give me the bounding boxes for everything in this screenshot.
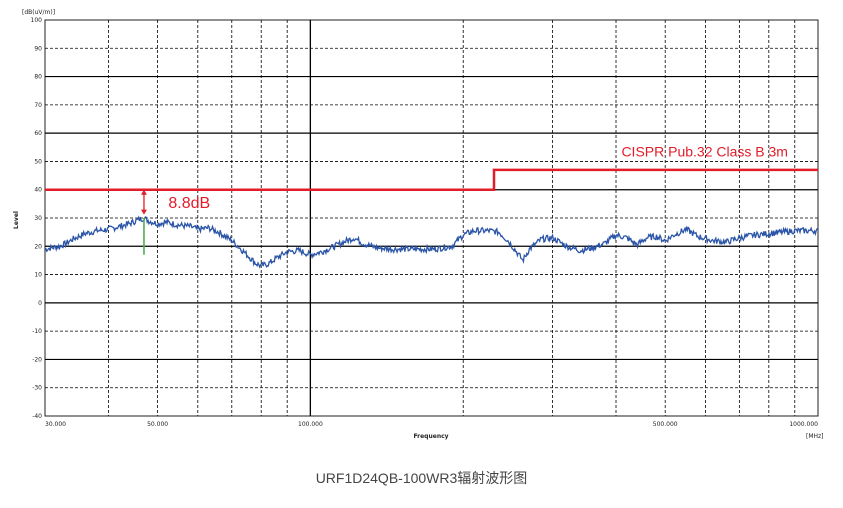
margin-annotation: 8.8dB (168, 195, 210, 212)
y-tick-label: 10 (34, 272, 42, 279)
y-tick-label: 30 (34, 215, 42, 222)
x-tick-label: 500.000 (653, 421, 678, 428)
y-axis-label: Level (13, 211, 20, 229)
series-layer (44, 168, 819, 269)
y-tick-label: 60 (34, 130, 42, 137)
y-tick-label: 90 (34, 45, 42, 52)
y-unit: [dB(uV/m)] (22, 9, 55, 16)
x-tick-labels: 30.000 50.000 100.000 500.000 1000.000 (45, 421, 818, 428)
y-tick-label: -20 (32, 356, 42, 363)
y-tick-label: -30 (32, 385, 42, 392)
x-unit: [MHz] (806, 433, 824, 440)
figure-caption: URF1D24QB-100WR3辐射波形图 (315, 470, 528, 486)
x-axis-label: Frequency (413, 433, 448, 440)
y-tick-label: 70 (34, 102, 42, 109)
y-tick-label: 40 (34, 187, 42, 194)
margin-arrow-head-down (140, 209, 147, 215)
y-tick-label: 50 (34, 158, 42, 165)
emission-chart: -40 -30 -20 -10 0 10 20 30 40 50 60 70 80 90 100 30.00… (13, 9, 824, 440)
x-tick-label: 1000.000 (789, 421, 818, 428)
x-tick-label: 100.000 (298, 421, 323, 428)
x-tick-label: 30.000 (45, 421, 66, 428)
grid (45, 20, 818, 416)
measurement-trace (44, 215, 819, 269)
margin-arrow-head-up (140, 189, 147, 195)
x-tick-label: 50.000 (147, 421, 168, 428)
y-tick-label: -40 (32, 413, 42, 420)
y-tick-label: 100 (31, 17, 43, 24)
y-tick-label: 80 (34, 74, 42, 81)
y-tick-label: 20 (34, 243, 42, 250)
limit-line-label: CISPR Pub.32 Class B 3m (621, 144, 788, 160)
y-tick-label: 0 (38, 300, 42, 307)
limit-line (45, 168, 818, 191)
y-tick-labels: -40 -30 -20 -10 0 10 20 30 40 50 60 70 80 90 100 (31, 17, 43, 420)
y-tick-label: -10 (32, 328, 42, 335)
